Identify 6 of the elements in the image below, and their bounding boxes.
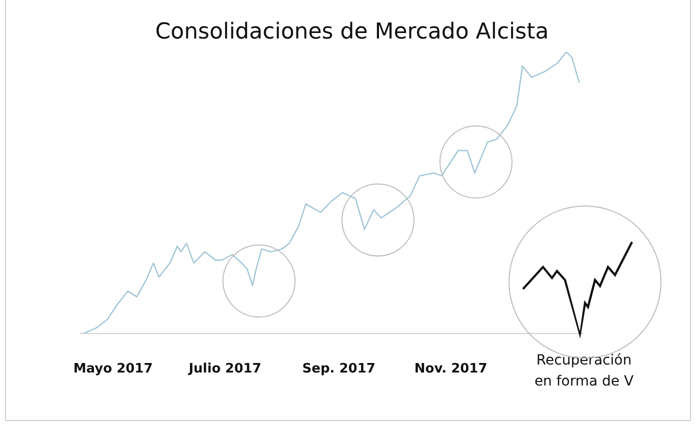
x-tick-label: Mayo 2017 [73, 362, 153, 377]
x-tick-label: Julio 2017 [188, 362, 262, 377]
x-tick-label: Nov. 2017 [414, 362, 488, 377]
chart-title: Consolidaciones de Mercado Alcista [155, 20, 549, 45]
text: Recuperación en forma de V [534, 352, 634, 390]
x-tick-label: Sep. 2017 [302, 362, 376, 377]
